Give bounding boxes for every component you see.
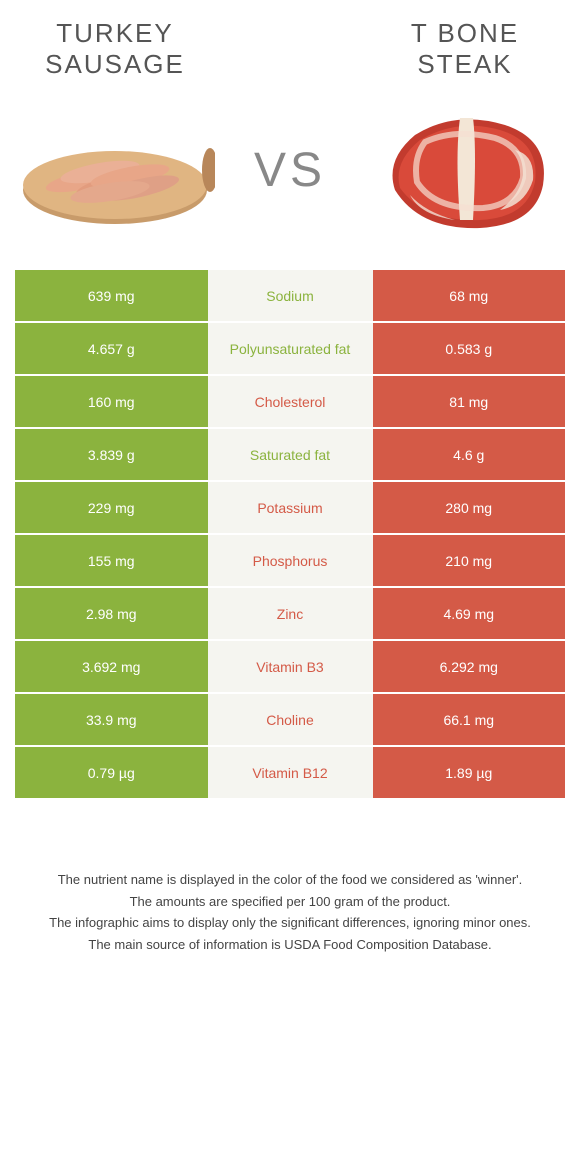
comparison-table: 639 mgSodium68 mg4.657 gPolyunsaturated … xyxy=(15,270,565,800)
nutrient-label: Vitamin B12 xyxy=(208,747,373,800)
header-row: TURKEY SAUSAGE T BONE STEAK xyxy=(15,18,565,80)
table-row: 160 mgCholesterol81 mg xyxy=(15,376,565,429)
nutrient-label: Phosphorus xyxy=(208,535,373,588)
left-food-title: TURKEY SAUSAGE xyxy=(15,18,215,80)
left-value: 0.79 µg xyxy=(15,747,208,800)
left-value: 3.692 mg xyxy=(15,641,208,694)
footer-line: The nutrient name is displayed in the co… xyxy=(25,870,555,890)
left-value: 33.9 mg xyxy=(15,694,208,747)
nutrient-label: Saturated fat xyxy=(208,429,373,482)
right-value: 1.89 µg xyxy=(373,747,566,800)
nutrient-label: Zinc xyxy=(208,588,373,641)
right-value: 0.583 g xyxy=(373,323,566,376)
table-row: 4.657 gPolyunsaturated fat0.583 g xyxy=(15,323,565,376)
table-row: 639 mgSodium68 mg xyxy=(15,270,565,323)
table-row: 229 mgPotassium280 mg xyxy=(15,482,565,535)
right-value: 4.69 mg xyxy=(373,588,566,641)
nutrient-label: Potassium xyxy=(208,482,373,535)
right-value: 66.1 mg xyxy=(373,694,566,747)
nutrient-label: Polyunsaturated fat xyxy=(208,323,373,376)
left-value: 229 mg xyxy=(15,482,208,535)
left-value: 155 mg xyxy=(15,535,208,588)
table-row: 33.9 mgCholine66.1 mg xyxy=(15,694,565,747)
table-row: 0.79 µgVitamin B121.89 µg xyxy=(15,747,565,800)
footer-notes: The nutrient name is displayed in the co… xyxy=(15,870,565,954)
right-value: 4.6 g xyxy=(373,429,566,482)
images-row: VS xyxy=(15,100,565,240)
infographic-container: TURKEY SAUSAGE T BONE STEAK VS xyxy=(0,0,580,966)
right-value: 280 mg xyxy=(373,482,566,535)
right-value: 6.292 mg xyxy=(373,641,566,694)
nutrient-label: Sodium xyxy=(208,270,373,323)
left-value: 639 mg xyxy=(15,270,208,323)
nutrient-label: Vitamin B3 xyxy=(208,641,373,694)
right-food-image xyxy=(365,100,565,240)
nutrient-label: Cholesterol xyxy=(208,376,373,429)
footer-line: The infographic aims to display only the… xyxy=(25,913,555,933)
vs-label: VS xyxy=(254,143,326,198)
table-row: 3.692 mgVitamin B36.292 mg xyxy=(15,641,565,694)
left-value: 160 mg xyxy=(15,376,208,429)
footer-line: The amounts are specified per 100 gram o… xyxy=(25,892,555,912)
right-value: 68 mg xyxy=(373,270,566,323)
table-row: 155 mgPhosphorus210 mg xyxy=(15,535,565,588)
right-value: 210 mg xyxy=(373,535,566,588)
left-value: 4.657 g xyxy=(15,323,208,376)
table-row: 2.98 mgZinc4.69 mg xyxy=(15,588,565,641)
right-value: 81 mg xyxy=(373,376,566,429)
left-value: 2.98 mg xyxy=(15,588,208,641)
nutrient-label: Choline xyxy=(208,694,373,747)
left-value: 3.839 g xyxy=(15,429,208,482)
footer-line: The main source of information is USDA F… xyxy=(25,935,555,955)
left-food-image xyxy=(15,100,215,240)
table-row: 3.839 gSaturated fat4.6 g xyxy=(15,429,565,482)
right-food-title: T BONE STEAK xyxy=(365,18,565,80)
